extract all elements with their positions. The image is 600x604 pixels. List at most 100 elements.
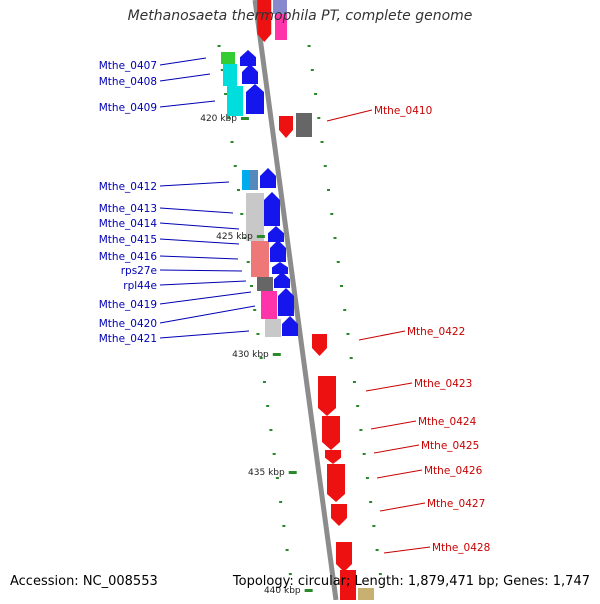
ruler-dot-right: [330, 213, 334, 215]
gene-box-green: [221, 52, 235, 64]
label-leader-right: [370, 420, 417, 430]
gene-arrow-red: [325, 450, 341, 464]
ruler-dot-right: [317, 117, 321, 119]
label-leader-right: [373, 444, 420, 454]
ruler-dot-right: [356, 405, 360, 407]
gene-arrow-blue: [272, 262, 288, 274]
gene-label-right[interactable]: Mthe_0425: [421, 440, 479, 452]
accession-text: Accession: NC_008553: [10, 574, 158, 589]
ruler-label: 420 kbp: [200, 114, 237, 124]
ruler-dot-left: [237, 189, 241, 191]
gene-box-grey: [265, 319, 281, 337]
ruler-dot-right: [343, 309, 347, 311]
gene-arrow-blue: [278, 288, 294, 316]
gene-arrow-blue: [264, 192, 280, 226]
label-leader-left: [159, 305, 256, 324]
gene-box-slate: [250, 170, 258, 190]
ruler-dot-right: [349, 357, 353, 359]
ruler-dot-left: [256, 333, 260, 335]
ruler-dot-right: [359, 429, 363, 431]
gene-box-tan: [358, 588, 374, 600]
gene-box-cyan: [242, 170, 250, 190]
gene-arrow-red: [312, 334, 327, 356]
label-leader-left: [159, 73, 211, 82]
ruler-dot-right: [307, 45, 311, 47]
gene-label-left[interactable]: Mthe_0415: [99, 234, 157, 246]
ruler-label: 425 kbp: [216, 232, 253, 242]
gene-label-left[interactable]: Mthe_0420: [99, 318, 157, 330]
label-leader-left: [159, 269, 243, 272]
label-leader-right: [379, 502, 426, 512]
gene-label-left[interactable]: Mthe_0407: [99, 60, 157, 72]
gene-label-left[interactable]: rpl44e: [123, 280, 157, 292]
ruler-dot-right: [369, 501, 373, 503]
gene-arrow-blue: [270, 240, 286, 262]
gene-arrow-red: [318, 376, 336, 416]
gene-labels: Mthe_0407 Mthe_0408 Mthe_0409 Mthe_0412 Mthe…: [99, 57, 490, 554]
gene-arrow-blue: [246, 84, 264, 114]
gene-arrow-red: [336, 542, 352, 572]
ruler-tick: [304, 589, 313, 592]
gene-box-grey: [273, 0, 287, 14]
gene-label-left[interactable]: Mthe_0412: [99, 181, 157, 193]
ruler-dot-right: [333, 237, 337, 239]
gene-label-left[interactable]: rps27e: [121, 265, 157, 277]
gene-label-right[interactable]: Mthe_0422: [407, 326, 465, 338]
ruler-dot-left: [253, 309, 257, 311]
gene-arrow-red: [322, 416, 340, 450]
ruler-dot-right: [323, 165, 327, 167]
ruler-dot-left: [282, 525, 286, 527]
ruler-dot-right: [314, 93, 318, 95]
label-leader-right: [376, 469, 423, 479]
ruler-dot-left: [259, 357, 263, 359]
gene-label-right[interactable]: Mthe_0410: [374, 105, 432, 117]
gene-label-right[interactable]: Mthe_0427: [427, 498, 485, 510]
gene-box-cyan: [223, 64, 237, 86]
label-leader-left: [159, 181, 230, 187]
ruler-dot-left: [279, 501, 283, 503]
gene-label-left[interactable]: Mthe_0421: [99, 333, 157, 345]
ruler-tick: [288, 471, 297, 474]
gene-features: [221, 0, 374, 600]
gene-box-red: [340, 570, 356, 600]
gene-label-left[interactable]: Mthe_0419: [99, 299, 157, 311]
ruler-dot-left: [262, 381, 266, 383]
gene-label-left[interactable]: Mthe_0408: [99, 76, 157, 88]
label-leader-left: [159, 330, 250, 339]
gene-label-left[interactable]: Mthe_0416: [99, 251, 158, 263]
gene-label-left[interactable]: Mthe_0409: [99, 102, 157, 114]
ruler-dot-left: [220, 69, 224, 71]
gene-box-grey: [246, 193, 264, 241]
gene-label-right[interactable]: Mthe_0426: [424, 465, 483, 477]
ruler-dot-right: [346, 333, 350, 335]
gene-label-right[interactable]: Mthe_0424: [418, 416, 477, 428]
ruler-dot-right: [327, 189, 331, 191]
gene-label-left[interactable]: Mthe_0414: [99, 218, 158, 230]
gene-box-pink: [261, 291, 277, 319]
gene-arrow-blue: [274, 272, 290, 288]
gene-arrow-blue: [260, 168, 276, 188]
ruler-dot-left: [224, 93, 228, 95]
gene-label-right[interactable]: Mthe_0423: [414, 378, 472, 390]
ruler-dot-left: [272, 453, 276, 455]
label-leader-left: [159, 291, 252, 305]
label-leader-left: [159, 255, 239, 260]
label-leader-right: [326, 109, 373, 122]
gene-arrow-blue: [282, 316, 298, 336]
gene-label-right[interactable]: Mthe_0428: [432, 542, 490, 554]
ruler-dot-left: [227, 117, 231, 119]
label-leader-right: [365, 382, 413, 392]
gene-label-left[interactable]: Mthe_0413: [99, 203, 157, 215]
label-leader-left: [159, 238, 240, 245]
ruler-dot-left: [266, 405, 270, 407]
ruler-dot-left: [217, 45, 221, 47]
label-leader-right: [358, 330, 406, 341]
ruler-dot-left: [275, 477, 279, 479]
chromosome-backbone: [252, 0, 339, 601]
label-leader-left: [159, 207, 234, 214]
gene-box-dark: [257, 277, 273, 291]
label-leader-left: [159, 222, 240, 230]
label-leader-right: [383, 546, 431, 554]
